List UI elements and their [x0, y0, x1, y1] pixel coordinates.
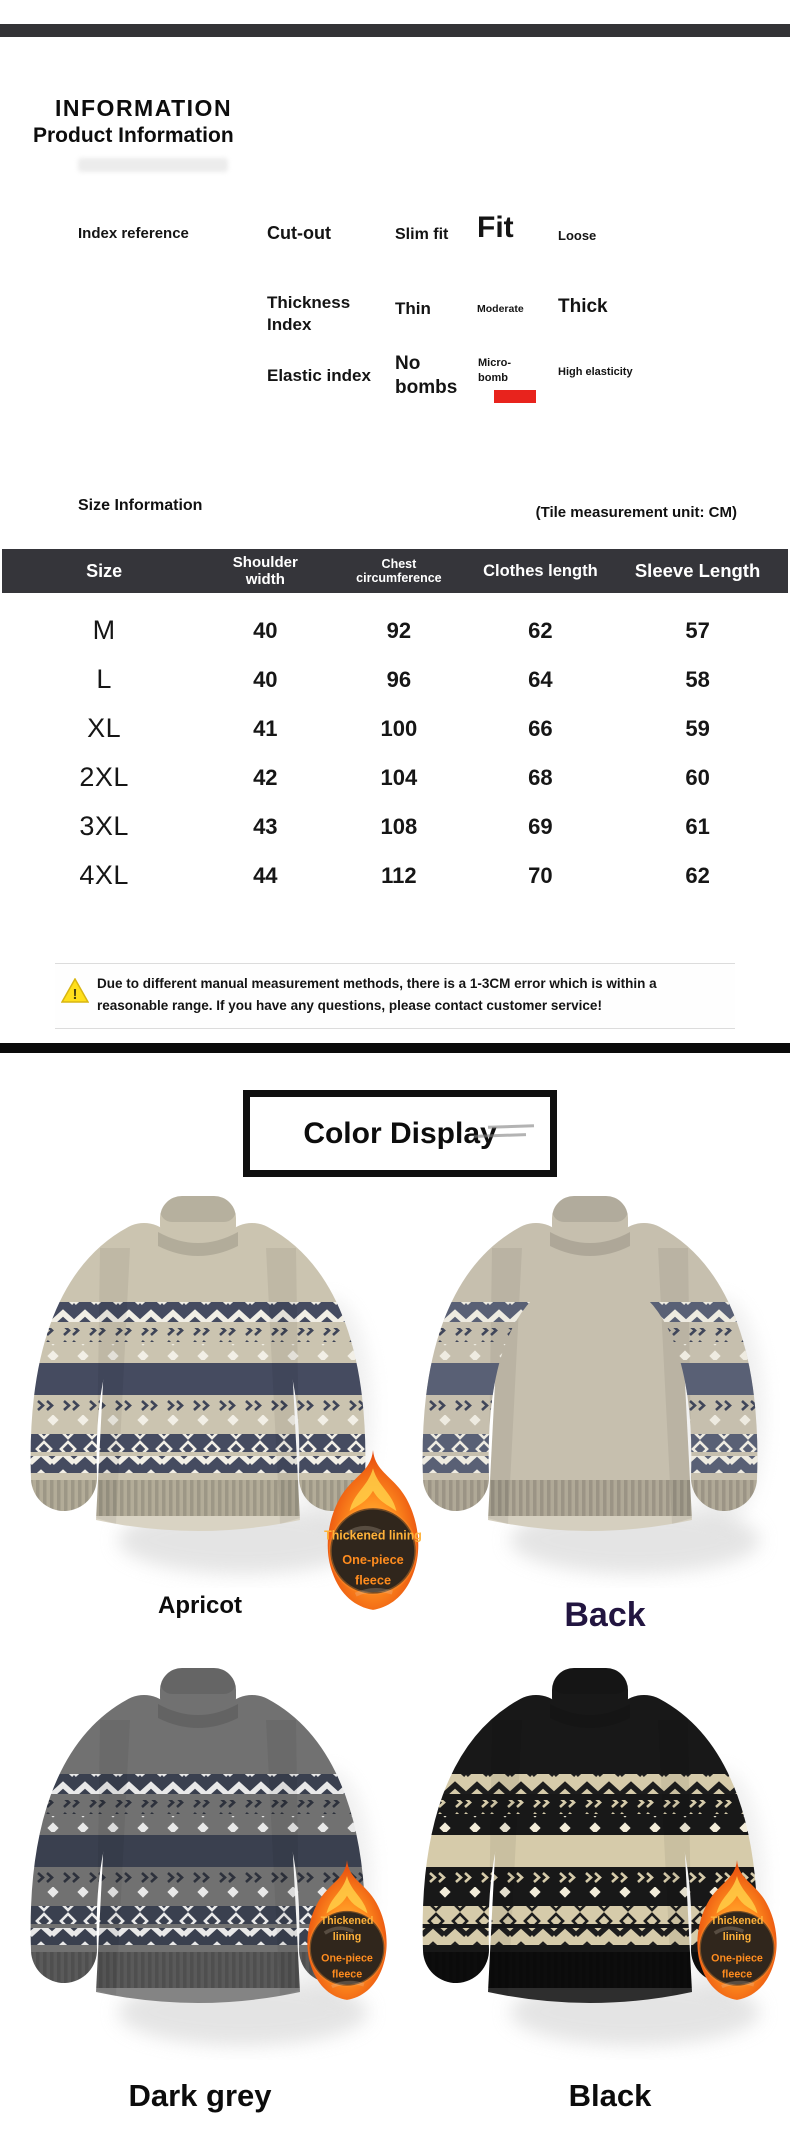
table-row: M 40 92 62 57	[2, 606, 788, 655]
table-cell: 100	[380, 715, 418, 741]
table-cell: XL	[87, 713, 122, 743]
warning-triangle-icon: !	[60, 977, 90, 1004]
erased-text-smudge	[78, 158, 228, 172]
measurement-unit-note: (Tile measurement unit: CM)	[535, 504, 737, 521]
color-label-apricot: Apricot	[158, 1592, 242, 1619]
product-image-0	[8, 1188, 388, 1588]
fleece-badge-icon: Thickened lining One-piece fleece	[314, 1446, 432, 1614]
option-fit-selected: Fit	[477, 211, 514, 244]
table-cell: 104	[380, 764, 418, 790]
option-no-bombs: No bombs	[395, 353, 458, 398]
section-divider	[0, 1043, 790, 1053]
page-subtitle: Product Information	[33, 124, 234, 147]
table-cell: 66	[528, 715, 553, 741]
option-slim-fit: Slim fit	[395, 226, 449, 243]
option-high-elasticity: High elasticity	[558, 366, 633, 378]
svg-text:lining: lining	[723, 1931, 752, 1943]
note-text: Due to different manual measurement meth…	[97, 973, 722, 1016]
col-header-chest-circumference: Chest circumference	[356, 556, 442, 585]
table-cell: 40	[253, 617, 278, 643]
table-cell: 68	[528, 764, 553, 790]
table-cell: 2XL	[79, 762, 129, 792]
table-cell: 61	[685, 813, 710, 839]
table-cell: 59	[685, 715, 710, 741]
table-cell: 69	[528, 813, 553, 839]
option-micro-bomb-selected: Micro-bomb	[478, 357, 511, 384]
table-cell: 62	[528, 617, 553, 643]
color-display-box: Color Display	[243, 1090, 557, 1177]
table-cell: 112	[381, 862, 417, 888]
svg-text:One-piece: One-piece	[321, 1953, 373, 1965]
table-cell: 43	[253, 813, 278, 839]
table-row: L 40 96 64 58	[2, 655, 788, 704]
fleece-badge-icon: Thickened lining One-piece fleece	[688, 1848, 786, 2012]
option-thin: Thin	[395, 299, 431, 318]
table-cell: 42	[253, 764, 278, 790]
thickness-row-label: Thickness Index	[267, 293, 351, 335]
svg-text:One-piece: One-piece	[711, 1953, 763, 1965]
col-header-size: Size	[86, 560, 123, 581]
col-header-sleeve-length: Sleeve Length	[634, 560, 761, 582]
table-row: 2XL 42 104 68 60	[2, 753, 788, 802]
table-cell: M	[92, 615, 116, 645]
top-bar	[0, 24, 790, 37]
svg-text:!: !	[73, 986, 78, 1003]
table-cell: 60	[685, 764, 710, 790]
table-cell: 41	[253, 715, 278, 741]
note-line-2: reasonable range. If you have any questi…	[97, 997, 602, 1013]
cutout-row-label: Cut-out	[267, 223, 331, 243]
table-cell: 62	[685, 862, 710, 888]
size-table-body: M 40 92 62 57 L 40 96 64 58 XL 41 100 66 59 2XL 42 104 68 6…	[2, 606, 788, 900]
svg-text:fleece: fleece	[332, 1969, 362, 1981]
selected-red-underline	[494, 390, 536, 403]
color-label-back: Back	[564, 1596, 646, 1634]
size-table-header: Size Shoulder width Chest circumference …	[2, 549, 788, 593]
table-cell: 70	[528, 862, 553, 888]
option-thick-selected: Thick	[558, 296, 608, 317]
col-header-clothes-length: Clothes length	[483, 561, 598, 580]
table-row: XL 41 100 66 59	[2, 704, 788, 753]
measurement-note: ! Due to different manual measurement me…	[55, 963, 735, 1029]
color-display-title: Color Display	[303, 1117, 497, 1150]
size-information-title: Size Information	[78, 497, 203, 514]
svg-text:fleece: fleece	[722, 1969, 752, 1981]
table-cell: 4XL	[79, 860, 129, 890]
col-header-shoulder-width: Shoulder width	[232, 553, 298, 588]
table-cell: 64	[528, 666, 553, 692]
table-cell: 40	[253, 666, 278, 692]
table-cell: 57	[685, 617, 710, 643]
svg-text:fleece: fleece	[355, 1572, 391, 1587]
svg-text:One-piece: One-piece	[342, 1552, 404, 1567]
svg-text:Thickened: Thickened	[711, 1915, 764, 1927]
page-title: INFORMATION	[55, 95, 233, 121]
table-cell: 96	[386, 666, 412, 692]
table-row: 3XL 43 108 69 61	[2, 802, 788, 851]
table-cell: 3XL	[79, 811, 129, 841]
svg-text:lining: lining	[333, 1931, 362, 1943]
svg-text:Thickened lining: Thickened lining	[324, 1528, 422, 1543]
table-row: 4XL 44 112 70 62	[2, 851, 788, 900]
product-image-1	[400, 1188, 780, 1588]
elastic-row-label: Elastic index	[267, 366, 371, 385]
color-label-dark-grey: Dark grey	[128, 2078, 272, 2113]
color-label-black: Black	[568, 2078, 652, 2113]
option-moderate: Moderate	[477, 303, 524, 315]
table-cell: L	[96, 664, 112, 694]
fleece-badge-icon: Thickened lining One-piece fleece	[298, 1848, 396, 2012]
option-loose: Loose	[558, 228, 597, 243]
table-cell: 108	[380, 813, 418, 839]
index-reference-label: Index reference	[78, 225, 189, 242]
table-cell: 58	[685, 666, 710, 692]
product-image-2	[8, 1660, 388, 2060]
note-line-1: Due to different manual measurement meth…	[97, 976, 657, 991]
table-cell: 44	[253, 862, 278, 888]
svg-text:Thickened: Thickened	[321, 1915, 374, 1927]
table-cell: 92	[386, 617, 412, 643]
